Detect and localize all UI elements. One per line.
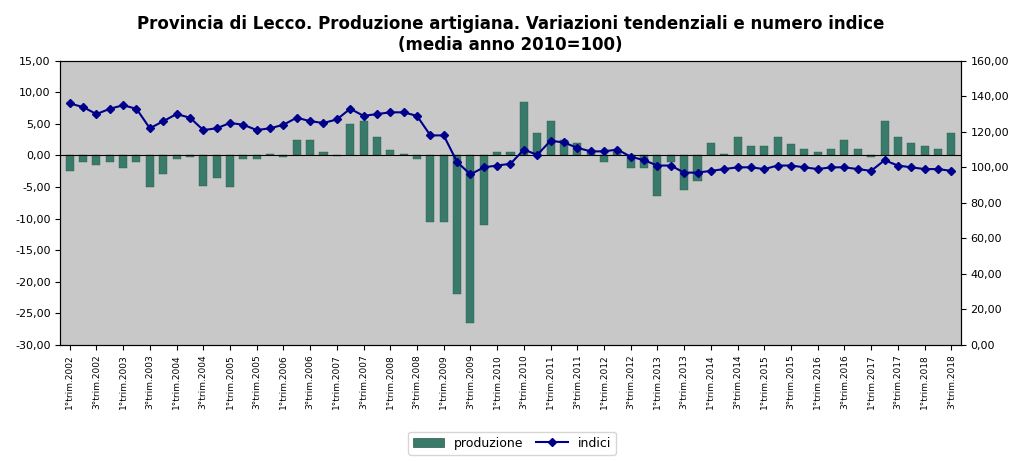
Bar — [814, 152, 821, 155]
Bar — [240, 155, 248, 159]
Bar — [600, 155, 608, 162]
Bar — [226, 155, 234, 187]
Bar — [667, 155, 675, 162]
Title: Provincia di Lecco. Produzione artigiana. Variazioni tendenziali e numero indice: Provincia di Lecco. Produzione artigiana… — [137, 15, 884, 54]
Bar — [680, 155, 688, 190]
Bar — [494, 152, 501, 155]
Bar — [186, 155, 194, 157]
Bar — [613, 152, 622, 155]
Bar — [760, 146, 768, 155]
Bar — [132, 155, 140, 162]
Bar — [453, 155, 461, 294]
Bar — [947, 133, 955, 155]
Bar — [399, 154, 408, 155]
Bar — [627, 155, 635, 168]
Legend: produzione, indici: produzione, indici — [408, 432, 616, 455]
Bar — [640, 155, 648, 168]
Bar — [720, 154, 728, 155]
Bar — [346, 124, 354, 155]
Bar — [827, 149, 836, 155]
Bar — [693, 155, 701, 181]
Bar — [520, 102, 527, 155]
Bar — [373, 136, 381, 155]
Bar — [200, 155, 207, 186]
Bar — [587, 152, 595, 155]
Bar — [801, 149, 808, 155]
Bar — [573, 143, 582, 155]
Bar — [534, 133, 542, 155]
Bar — [934, 149, 942, 155]
Bar — [266, 154, 274, 155]
Bar — [306, 140, 314, 155]
Bar — [119, 155, 127, 168]
Bar — [280, 155, 288, 157]
Bar — [173, 155, 180, 159]
Bar — [319, 152, 328, 155]
Bar — [774, 136, 781, 155]
Bar — [894, 136, 902, 155]
Bar — [359, 121, 368, 155]
Bar — [79, 155, 87, 162]
Bar — [921, 146, 929, 155]
Bar — [841, 140, 849, 155]
Bar — [507, 152, 514, 155]
Bar — [426, 155, 434, 222]
Bar — [66, 155, 74, 171]
Bar — [881, 121, 889, 155]
Bar — [867, 155, 876, 157]
Bar — [787, 144, 795, 155]
Bar — [145, 155, 154, 187]
Bar — [253, 155, 261, 159]
Bar — [439, 155, 447, 222]
Bar — [213, 155, 220, 177]
Bar — [159, 155, 167, 174]
Bar — [466, 155, 474, 323]
Bar — [560, 140, 568, 155]
Bar — [854, 149, 862, 155]
Bar — [293, 140, 301, 155]
Bar — [413, 155, 421, 159]
Bar — [92, 155, 100, 165]
Bar — [547, 121, 555, 155]
Bar — [907, 143, 915, 155]
Bar — [480, 155, 487, 225]
Bar — [707, 143, 715, 155]
Bar — [105, 155, 114, 162]
Bar — [386, 150, 394, 155]
Bar — [333, 155, 341, 156]
Bar — [653, 155, 662, 196]
Bar — [733, 136, 741, 155]
Bar — [746, 146, 755, 155]
